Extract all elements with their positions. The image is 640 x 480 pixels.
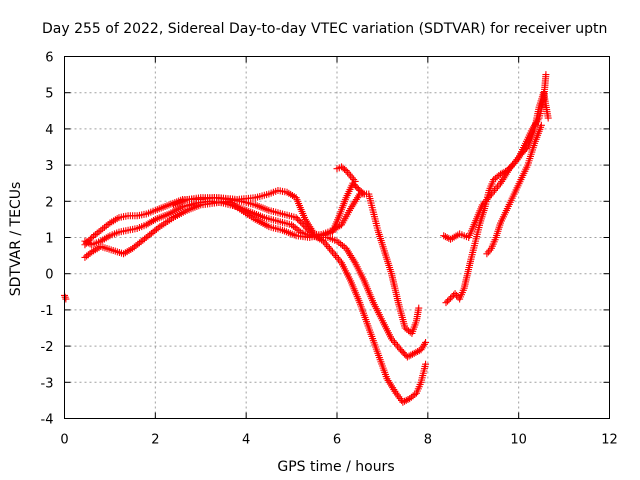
data-point xyxy=(445,296,453,304)
data-point xyxy=(298,220,306,228)
y-tick-label: -4 xyxy=(41,413,54,428)
data-point xyxy=(392,340,400,348)
data-point xyxy=(394,342,402,350)
data-point xyxy=(402,396,410,404)
x-tick-label: 2 xyxy=(151,433,159,448)
x-tick-label: 6 xyxy=(333,433,341,448)
data-point xyxy=(335,255,343,263)
y-tick-label: -3 xyxy=(41,376,54,391)
data-point xyxy=(62,295,70,303)
data-point xyxy=(86,249,94,257)
data-point xyxy=(351,177,359,185)
data-point xyxy=(484,248,492,256)
data-point xyxy=(328,248,336,256)
series-track-e xyxy=(333,163,359,185)
y-tick-label: -1 xyxy=(41,304,54,319)
y-tick-label: -2 xyxy=(41,340,54,355)
chart-title: Day 255 of 2022, Sidereal Day-to-day VTE… xyxy=(42,21,607,37)
data-point xyxy=(295,217,303,225)
y-tick-label: 0 xyxy=(45,268,53,283)
series-track-d xyxy=(170,179,368,240)
y-tick-label: 3 xyxy=(45,159,53,174)
data-point xyxy=(348,174,356,182)
data-point xyxy=(331,252,339,260)
data-point xyxy=(415,304,423,312)
data-point xyxy=(330,250,338,258)
x-tick-label: 10 xyxy=(510,433,527,448)
data-point xyxy=(544,114,552,122)
data-point xyxy=(333,253,341,261)
data-point xyxy=(325,244,333,252)
data-point xyxy=(347,172,355,180)
y-tick-label: 2 xyxy=(45,195,53,210)
x-tick-label: 4 xyxy=(242,433,250,448)
data-point xyxy=(292,214,300,222)
data-point xyxy=(297,218,305,226)
data-points xyxy=(61,71,552,406)
y-tick-label: 6 xyxy=(45,51,53,66)
data-point xyxy=(391,338,399,346)
y-axis-label: SDTVAR / TECUs xyxy=(8,182,24,297)
data-point xyxy=(360,190,368,198)
data-point xyxy=(483,250,491,258)
x-tick-label: 12 xyxy=(601,433,618,448)
data-point xyxy=(444,297,452,305)
series-track-b xyxy=(81,197,430,361)
y-tick-label: 4 xyxy=(45,123,53,138)
data-point xyxy=(154,224,162,232)
x-axis-label: GPS time / hours xyxy=(277,459,394,475)
data-point xyxy=(443,234,451,241)
data-point xyxy=(350,176,358,184)
data-point xyxy=(451,290,459,298)
data-point xyxy=(322,241,330,249)
data-point xyxy=(341,165,349,173)
data-point xyxy=(442,299,450,307)
data-point xyxy=(344,168,352,176)
series-track-h xyxy=(483,121,545,258)
data-point xyxy=(537,121,545,129)
plot-frame xyxy=(64,56,610,419)
data-point xyxy=(327,246,335,254)
data-point xyxy=(61,293,69,301)
data-point xyxy=(422,360,430,368)
data-point xyxy=(411,391,419,399)
data-point xyxy=(294,215,302,223)
grid xyxy=(64,56,610,419)
y-tick-label: 1 xyxy=(45,232,53,247)
data-point xyxy=(542,71,550,79)
x-tick-label: 8 xyxy=(424,433,432,448)
data-point xyxy=(447,294,455,302)
data-point xyxy=(345,170,353,178)
data-point xyxy=(448,293,456,301)
data-point xyxy=(359,189,367,197)
data-point xyxy=(422,338,430,346)
x-tick-label: 0 xyxy=(60,433,68,448)
data-point xyxy=(324,243,332,251)
y-tick-label: 5 xyxy=(45,87,53,102)
series-track-g xyxy=(442,89,552,307)
